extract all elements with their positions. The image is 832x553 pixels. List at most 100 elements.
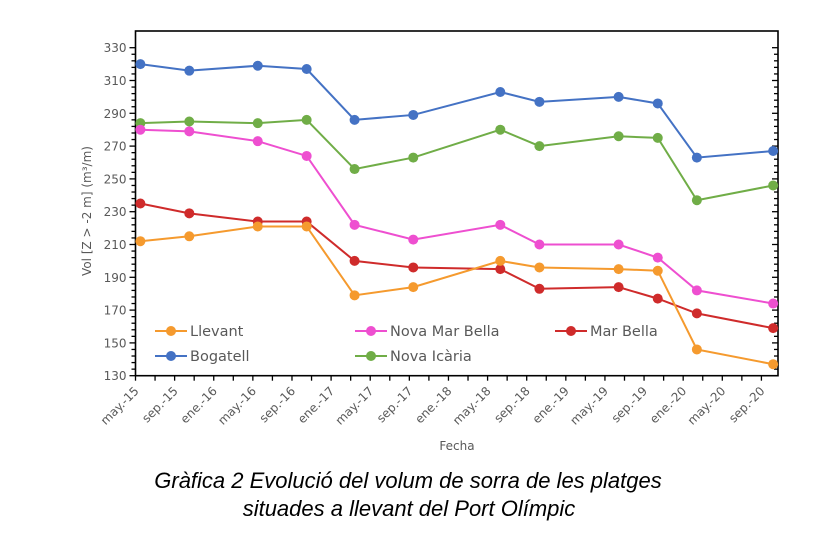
data-point (252, 136, 263, 147)
y-tick-label: 330 (104, 41, 127, 55)
y-tick-label: 150 (104, 336, 127, 350)
series-bogatell (135, 59, 779, 163)
data-point (495, 86, 506, 97)
data-point (691, 285, 702, 296)
figure-caption-line-1: Gràfica 2 Evolució del volum de sorra de… (154, 468, 662, 493)
data-point (252, 221, 263, 232)
legend-item: Llevant (155, 324, 244, 340)
x-tick-label: ene.-17 (295, 384, 337, 426)
data-point (613, 264, 624, 275)
data-point (252, 118, 263, 129)
data-point (301, 150, 312, 161)
data-point (652, 132, 663, 143)
data-point (691, 152, 702, 163)
x-tick-label: may.-19 (567, 384, 611, 428)
y-tick-label: 270 (104, 140, 127, 154)
series-line (140, 202, 774, 330)
data-point (534, 141, 545, 152)
data-point (301, 114, 312, 125)
data-point (652, 252, 663, 263)
x-tick-label: may.-17 (333, 384, 377, 428)
data-point (135, 236, 146, 247)
x-tick-label: may.-18 (450, 384, 494, 428)
y-axis-title: Vol [Z > -2 m] (m³/m) (80, 146, 94, 276)
data-point (349, 114, 360, 125)
legend-point-marker (166, 351, 176, 361)
legend-label: Nova Icària (390, 349, 472, 365)
legend-item: Mar Bella (555, 324, 658, 340)
data-point (691, 344, 702, 355)
data-point (768, 180, 779, 191)
legend-label: Nova Mar Bella (390, 324, 500, 340)
x-tick-label: sep.-16 (257, 384, 298, 425)
y-tick-label: 190 (104, 271, 127, 285)
y-tick-label: 170 (104, 304, 127, 318)
x-tick-label: sep.-18 (491, 384, 532, 425)
y-tick-label: 310 (104, 74, 127, 88)
data-point (534, 283, 545, 294)
legend-point-marker (166, 326, 176, 336)
legend-item: Nova Mar Bella (355, 324, 500, 340)
data-point (301, 221, 312, 232)
series-line (140, 63, 774, 159)
y-tick-label: 230 (104, 205, 127, 219)
data-point (691, 308, 702, 319)
x-tick-label: ene.-20 (647, 384, 689, 426)
data-point (349, 290, 360, 301)
axes: 130 150 170 190 210 230 250 270 290 310 330 may.-15… (98, 30, 779, 428)
data-point (408, 152, 419, 163)
series-line (140, 128, 774, 305)
x-tick-label: sep.-20 (726, 384, 767, 425)
data-point (184, 208, 195, 219)
data-point (534, 96, 545, 107)
x-tick-label: may.-20 (685, 384, 729, 428)
legend-item: Bogatell (155, 349, 250, 365)
data-point (349, 219, 360, 230)
y-tick-label: 250 (104, 172, 127, 186)
legend: Llevant Nova Mar Bella Mar Bella Bogatell No… (155, 324, 658, 365)
data-point (252, 60, 263, 71)
data-point (349, 255, 360, 266)
series-line (140, 225, 774, 366)
x-tick-label: ene.-19 (530, 384, 572, 426)
data-point (135, 124, 146, 135)
legend-item: Nova Icària (355, 349, 472, 365)
data-point (534, 239, 545, 250)
legend-label: Mar Bella (590, 324, 658, 340)
data-point (613, 131, 624, 142)
data-point (495, 219, 506, 230)
data-point (408, 234, 419, 245)
series-nova-mar-bella (135, 124, 779, 309)
x-tick-label: sep.-19 (609, 384, 650, 425)
x-tick-label: may.-15 (98, 384, 142, 428)
figure-caption-line-2: situades a llevant del Port Olímpic (242, 496, 576, 521)
data-point (184, 116, 195, 127)
data-point (495, 264, 506, 275)
x-tick-label: sep.-17 (374, 384, 415, 425)
data-point (184, 126, 195, 137)
legend-point-marker (366, 351, 376, 361)
data-point (768, 146, 779, 157)
data-point (534, 262, 545, 273)
data-point (495, 255, 506, 266)
legend-point-marker (566, 326, 576, 336)
series-nova-ic-ria (135, 114, 779, 206)
series-mar-bella (135, 198, 779, 334)
x-tick-label: may.-16 (215, 384, 259, 428)
data-point (768, 323, 779, 334)
y-tick-label: 210 (104, 238, 127, 252)
x-tick-label: sep.-15 (139, 384, 180, 425)
data-point (135, 198, 146, 209)
data-point (613, 239, 624, 250)
y-tick-label: 290 (104, 107, 127, 121)
legend-label: Bogatell (190, 349, 250, 365)
data-point (652, 293, 663, 304)
legend-label: Llevant (190, 324, 244, 340)
data-point (301, 64, 312, 75)
data-point (495, 124, 506, 135)
x-tick-label: ene.-16 (178, 384, 220, 426)
data-point (613, 282, 624, 293)
data-point (768, 359, 779, 370)
data-point (184, 65, 195, 76)
data-point (135, 59, 146, 70)
